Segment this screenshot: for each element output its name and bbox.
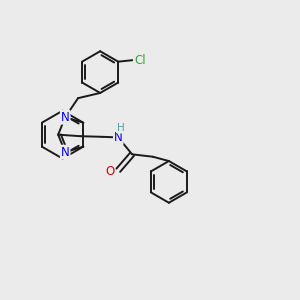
Text: O: O (105, 165, 114, 178)
Text: Cl: Cl (134, 54, 146, 67)
Text: N: N (61, 111, 70, 124)
Text: N: N (114, 131, 123, 144)
Text: N: N (61, 146, 70, 159)
Text: H: H (117, 123, 124, 133)
